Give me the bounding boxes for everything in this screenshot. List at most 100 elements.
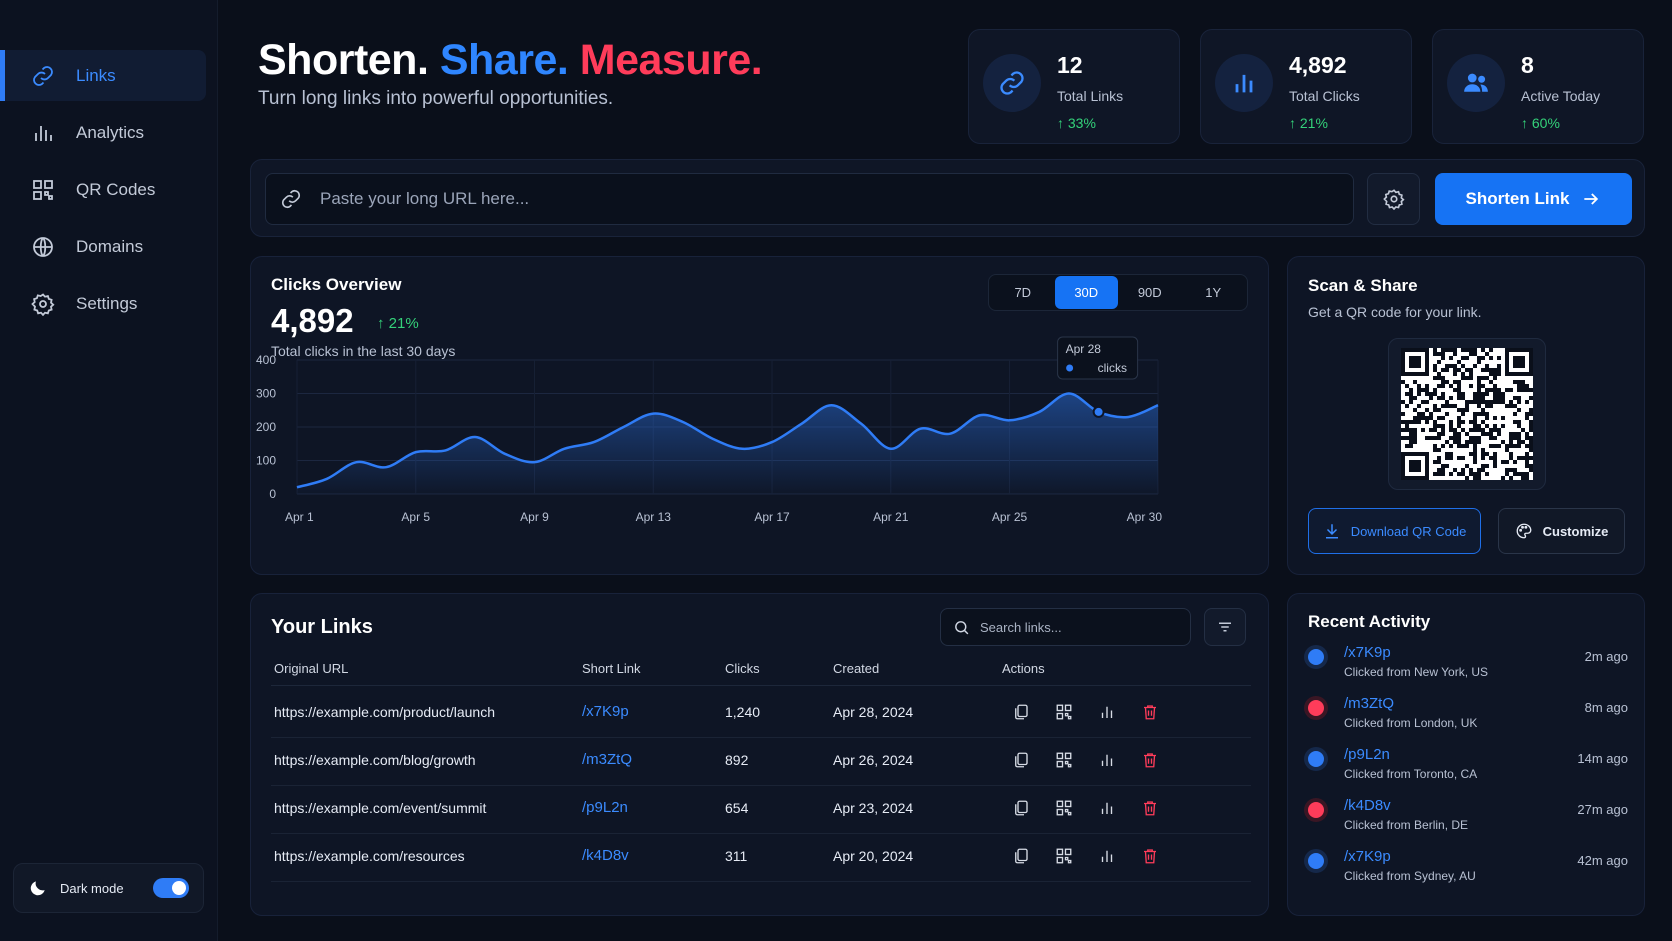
activity-time: 14m ago: [1577, 751, 1628, 766]
search-links-input[interactable]: [980, 619, 1180, 635]
activity-dot: [1308, 802, 1324, 818]
sidebar-item-analytics[interactable]: Analytics: [0, 107, 206, 158]
clicks-series-line: [296, 392, 1159, 489]
download-qr-button[interactable]: Download QR Code: [1308, 508, 1481, 554]
customize-label: Customize: [1542, 523, 1609, 539]
sidebar-item-settings[interactable]: Settings: [0, 278, 206, 329]
qr-code-icon[interactable]: [1052, 844, 1076, 868]
delete-icon[interactable]: [1138, 700, 1162, 724]
title-word-shorten: Shorten.: [258, 36, 429, 84]
sidebar-item-label: Analytics: [76, 122, 145, 142]
column-clicks: Clicks: [725, 661, 760, 676]
short-link[interactable]: /x7K9p: [582, 703, 629, 720]
stat-label: Active Today: [1521, 88, 1601, 104]
stat-value: 12: [1057, 52, 1083, 78]
copy-icon[interactable]: [1009, 844, 1033, 868]
short-link[interactable]: /k4D8v: [582, 847, 629, 864]
tab-30d[interactable]: 30D: [1054, 276, 1118, 309]
page-title: Shorten. Share. Measure.: [258, 36, 763, 85]
activity-description: Clicked from New York, US: [1344, 665, 1489, 679]
activity-link[interactable]: /x7K9p: [1344, 644, 1391, 661]
analytics-icon[interactable]: [1095, 748, 1119, 772]
table-row: https://example.com/blog/growth/m3ZtQ 892…: [271, 735, 1251, 786]
short-link[interactable]: /m3ZtQ: [582, 751, 633, 768]
x-tick-label: Apr 21: [873, 510, 909, 524]
bar-chart-icon: [1215, 54, 1273, 112]
copy-icon[interactable]: [1009, 700, 1033, 724]
activity-link[interactable]: /k4D8v: [1344, 797, 1391, 814]
scan-share-subtitle: Get a QR code for your link.: [1308, 304, 1482, 320]
sidebar-item-qr-codes[interactable]: QR Codes: [0, 164, 206, 215]
sidebar: Links Analytics QR Codes Domains Setting…: [0, 0, 218, 941]
x-tick-label: Apr 17: [754, 510, 790, 524]
filter-button[interactable]: [1204, 608, 1246, 646]
stat-card-total-links: 12 Total Links ↑ 33%: [968, 29, 1180, 144]
activity-link[interactable]: /x7K9p: [1344, 848, 1391, 865]
activity-dot: [1308, 751, 1324, 767]
copy-icon[interactable]: [1009, 748, 1033, 772]
stat-delta-value: 21%: [1299, 115, 1328, 131]
shorten-button-label: Shorten Link: [1465, 189, 1570, 208]
filter-icon: [1216, 618, 1234, 636]
dark-mode-switch[interactable]: [153, 878, 189, 898]
recent-activity-panel: Recent Activity /x7K9p Clicked from New Y…: [1287, 593, 1645, 916]
download-icon: [1323, 522, 1341, 540]
clicks-area-fill: [297, 393, 1158, 494]
scan-share-title: Scan & Share: [1308, 276, 1418, 295]
sidebar-item-links[interactable]: Links: [0, 50, 206, 101]
short-link[interactable]: /p9L2n: [582, 799, 628, 816]
analytics-icon[interactable]: [1095, 796, 1119, 820]
tab-7d[interactable]: 7D: [1014, 285, 1032, 300]
customize-qr-button[interactable]: Customize: [1498, 508, 1625, 554]
qr-grid-icon: [30, 177, 56, 203]
total-clicks-value: 4,892: [271, 302, 354, 339]
analytics-icon[interactable]: [1095, 844, 1119, 868]
sidebar-item-domains[interactable]: Domains: [0, 221, 206, 272]
link-icon: [280, 188, 302, 210]
delete-icon[interactable]: [1138, 844, 1162, 868]
qr-code-icon[interactable]: [1052, 748, 1076, 772]
column-actions: Actions: [1002, 661, 1045, 676]
stat-delta: ↑ 33%: [1057, 115, 1096, 131]
activity-description: Clicked from London, UK: [1344, 716, 1478, 730]
highlight-point: [1092, 405, 1105, 418]
analytics-icon[interactable]: [1095, 700, 1119, 724]
sidebar-item-label: Settings: [76, 293, 138, 313]
column-short-link: Short Link: [582, 661, 641, 676]
dark-mode-toggle: Dark mode: [13, 863, 204, 913]
x-tick-label: Apr 1: [285, 510, 314, 524]
sidebar-item-label: QR Codes: [76, 179, 156, 199]
shorten-link-button[interactable]: Shorten Link: [1435, 173, 1632, 225]
total-clicks-delta-value: 21%: [388, 315, 419, 332]
stat-label: Total Links: [1057, 88, 1124, 104]
title-word-measure: Measure.: [579, 36, 763, 84]
url-settings-button[interactable]: [1367, 173, 1420, 225]
stat-card-total-clicks: 4,892 Total Clicks ↑ 21%: [1200, 29, 1412, 144]
table-row: https://example.com/resources/k4D8v 311 Ap…: [271, 831, 1251, 882]
delete-icon[interactable]: [1138, 748, 1162, 772]
clicks-overview-panel: 0 100 200 300 400 Apr 1 Apr 5 Apr 9 Apr 13 Apr 17…: [250, 256, 1269, 575]
table-row: https://example.com/product/launch/x7K9p…: [271, 687, 1251, 738]
tab-90d[interactable]: 90D: [1137, 285, 1162, 300]
click-count: 892: [725, 752, 749, 768]
dark-mode-label: Dark mode: [60, 880, 124, 896]
activity-link[interactable]: /m3ZtQ: [1344, 695, 1395, 712]
qr-code-icon[interactable]: [1052, 796, 1076, 820]
long-url-input[interactable]: [320, 189, 1280, 209]
x-tick-label: Apr 30: [1127, 510, 1163, 524]
stat-delta: ↑ 60%: [1521, 115, 1560, 131]
arrow-right-icon: [1581, 189, 1601, 209]
created-date: Apr 28, 2024: [833, 704, 914, 720]
column-created: Created: [833, 661, 880, 676]
activity-time: 8m ago: [1584, 700, 1628, 715]
copy-icon[interactable]: [1009, 796, 1033, 820]
activity-link[interactable]: /p9L2n: [1344, 746, 1390, 763]
delete-icon[interactable]: [1138, 796, 1162, 820]
qr-code-icon[interactable]: [1052, 700, 1076, 724]
y-tick-label: 0: [269, 487, 276, 501]
created-date: Apr 23, 2024: [833, 800, 914, 816]
tooltip-text: clicks: [1098, 361, 1127, 375]
y-tick-label: 300: [256, 387, 276, 401]
x-tick-label: Apr 5: [401, 510, 430, 524]
tab-1y[interactable]: 1Y: [1205, 285, 1222, 300]
